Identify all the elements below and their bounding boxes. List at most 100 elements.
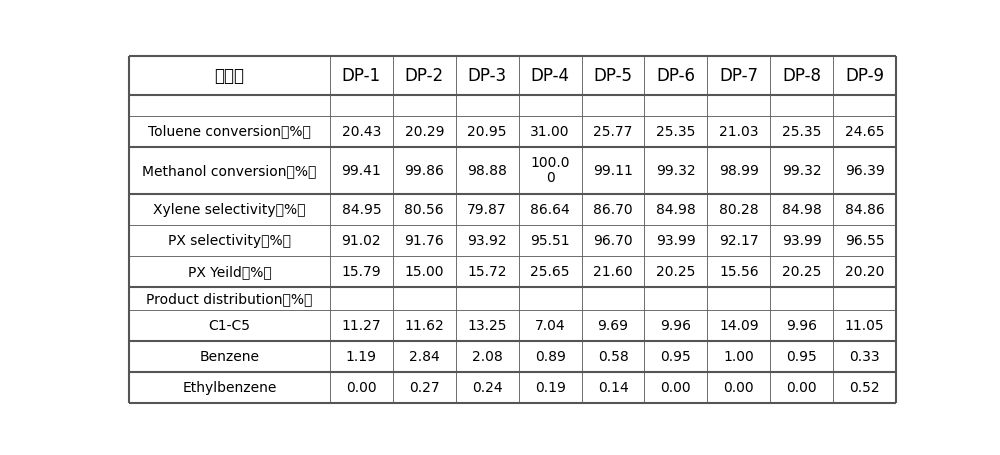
Bar [519, 56, 582, 95]
Text: DP-8: DP-8 [782, 66, 821, 85]
Text: 21.03: 21.03 [719, 125, 759, 139]
Text: 99.86: 99.86 [404, 164, 444, 178]
Text: 20.43: 20.43 [342, 125, 381, 139]
Text: 24.65: 24.65 [845, 125, 884, 139]
Text: 20.20: 20.20 [845, 265, 884, 279]
Text: 99.41: 99.41 [341, 164, 381, 178]
Text: 91.02: 91.02 [342, 234, 381, 248]
Text: DP-6: DP-6 [656, 66, 695, 85]
Text: 99.11: 99.11 [593, 164, 633, 178]
Bar [129, 372, 896, 403]
Text: 95.51: 95.51 [530, 234, 570, 248]
Text: 1.19: 1.19 [346, 350, 377, 364]
Text: 0.00: 0.00 [346, 381, 377, 394]
Text: 0.19: 0.19 [535, 381, 566, 394]
Text: 93.99: 93.99 [782, 234, 822, 248]
Text: 84.95: 84.95 [342, 203, 381, 217]
Bar [707, 56, 770, 95]
Text: 20.25: 20.25 [782, 265, 821, 279]
Text: 93.99: 93.99 [656, 234, 696, 248]
Text: 1.00: 1.00 [723, 350, 754, 364]
Text: 20.95: 20.95 [467, 125, 507, 139]
Bar [129, 194, 896, 225]
Text: Xylene selectivity（%）: Xylene selectivity（%） [153, 203, 306, 217]
Text: Methanol conversion（%）: Methanol conversion（%） [142, 164, 317, 178]
Bar [582, 56, 644, 95]
Text: 99.32: 99.32 [782, 164, 822, 178]
Bar [129, 256, 896, 288]
Text: 9.69: 9.69 [598, 318, 629, 333]
Text: Product distribution（%）: Product distribution（%） [146, 292, 313, 306]
Text: 80.56: 80.56 [404, 203, 444, 217]
Text: DP-7: DP-7 [719, 66, 758, 85]
Bar [393, 56, 456, 95]
Text: 15.72: 15.72 [467, 265, 507, 279]
Bar [770, 56, 833, 95]
Text: 93.92: 93.92 [467, 234, 507, 248]
Text: 25.77: 25.77 [593, 125, 633, 139]
Text: 13.25: 13.25 [467, 318, 507, 333]
Text: 100.0
0: 100.0 0 [530, 156, 570, 185]
Text: Ethylbenzene: Ethylbenzene [182, 381, 277, 394]
Text: 9.96: 9.96 [786, 318, 817, 333]
Text: PX selectivity（%）: PX selectivity（%） [168, 234, 291, 248]
Text: DP-2: DP-2 [405, 66, 444, 85]
Text: 0.33: 0.33 [849, 350, 880, 364]
Text: 0.00: 0.00 [724, 381, 754, 394]
Bar [330, 56, 393, 95]
Text: 0.24: 0.24 [472, 381, 502, 394]
Text: 21.60: 21.60 [593, 265, 633, 279]
Bar [129, 225, 896, 256]
Bar [129, 341, 896, 372]
Text: DP-9: DP-9 [845, 66, 884, 85]
Text: 0.95: 0.95 [661, 350, 691, 364]
Text: Toluene conversion（%）: Toluene conversion（%） [148, 125, 311, 139]
Text: 0.52: 0.52 [849, 381, 880, 394]
Bar [456, 56, 519, 95]
Text: 0.14: 0.14 [598, 381, 628, 394]
Text: 96.70: 96.70 [593, 234, 633, 248]
Text: DP-3: DP-3 [468, 66, 507, 85]
Bar [129, 95, 896, 116]
Text: 80.28: 80.28 [719, 203, 759, 217]
Text: 0.95: 0.95 [786, 350, 817, 364]
Bar [833, 56, 896, 95]
Text: 91.76: 91.76 [404, 234, 444, 248]
Text: 9.96: 9.96 [660, 318, 691, 333]
Text: 31.00: 31.00 [530, 125, 570, 139]
Text: 79.87: 79.87 [467, 203, 507, 217]
Text: 2.08: 2.08 [472, 350, 503, 364]
Text: 2.84: 2.84 [409, 350, 440, 364]
Text: 98.99: 98.99 [719, 164, 759, 178]
Text: 0.27: 0.27 [409, 381, 440, 394]
Text: 25.65: 25.65 [530, 265, 570, 279]
Text: 0.00: 0.00 [661, 381, 691, 394]
Text: 84.98: 84.98 [656, 203, 696, 217]
Text: 15.56: 15.56 [719, 265, 759, 279]
Text: DP-4: DP-4 [531, 66, 570, 85]
Text: 20.25: 20.25 [656, 265, 696, 279]
Text: 86.64: 86.64 [530, 203, 570, 217]
Text: 0.58: 0.58 [598, 350, 628, 364]
Text: 15.00: 15.00 [405, 265, 444, 279]
Text: 96.55: 96.55 [845, 234, 884, 248]
Text: 14.09: 14.09 [719, 318, 759, 333]
Text: 99.32: 99.32 [656, 164, 696, 178]
Text: 84.86: 84.86 [845, 203, 885, 217]
Bar [129, 56, 330, 95]
Text: 7.04: 7.04 [535, 318, 565, 333]
Text: DP-5: DP-5 [594, 66, 633, 85]
Text: 0.00: 0.00 [786, 381, 817, 394]
Text: 15.79: 15.79 [342, 265, 381, 279]
Bar [129, 288, 896, 310]
Text: 却化剤: 却化剤 [214, 66, 244, 85]
Bar [129, 310, 896, 341]
Text: 11.62: 11.62 [404, 318, 444, 333]
Text: 20.29: 20.29 [405, 125, 444, 139]
Text: 25.35: 25.35 [782, 125, 821, 139]
Bar [129, 147, 896, 194]
Text: 11.05: 11.05 [845, 318, 884, 333]
Text: 86.70: 86.70 [593, 203, 633, 217]
Text: PX Yeild（%）: PX Yeild（%） [188, 265, 271, 279]
Text: 0.89: 0.89 [535, 350, 566, 364]
